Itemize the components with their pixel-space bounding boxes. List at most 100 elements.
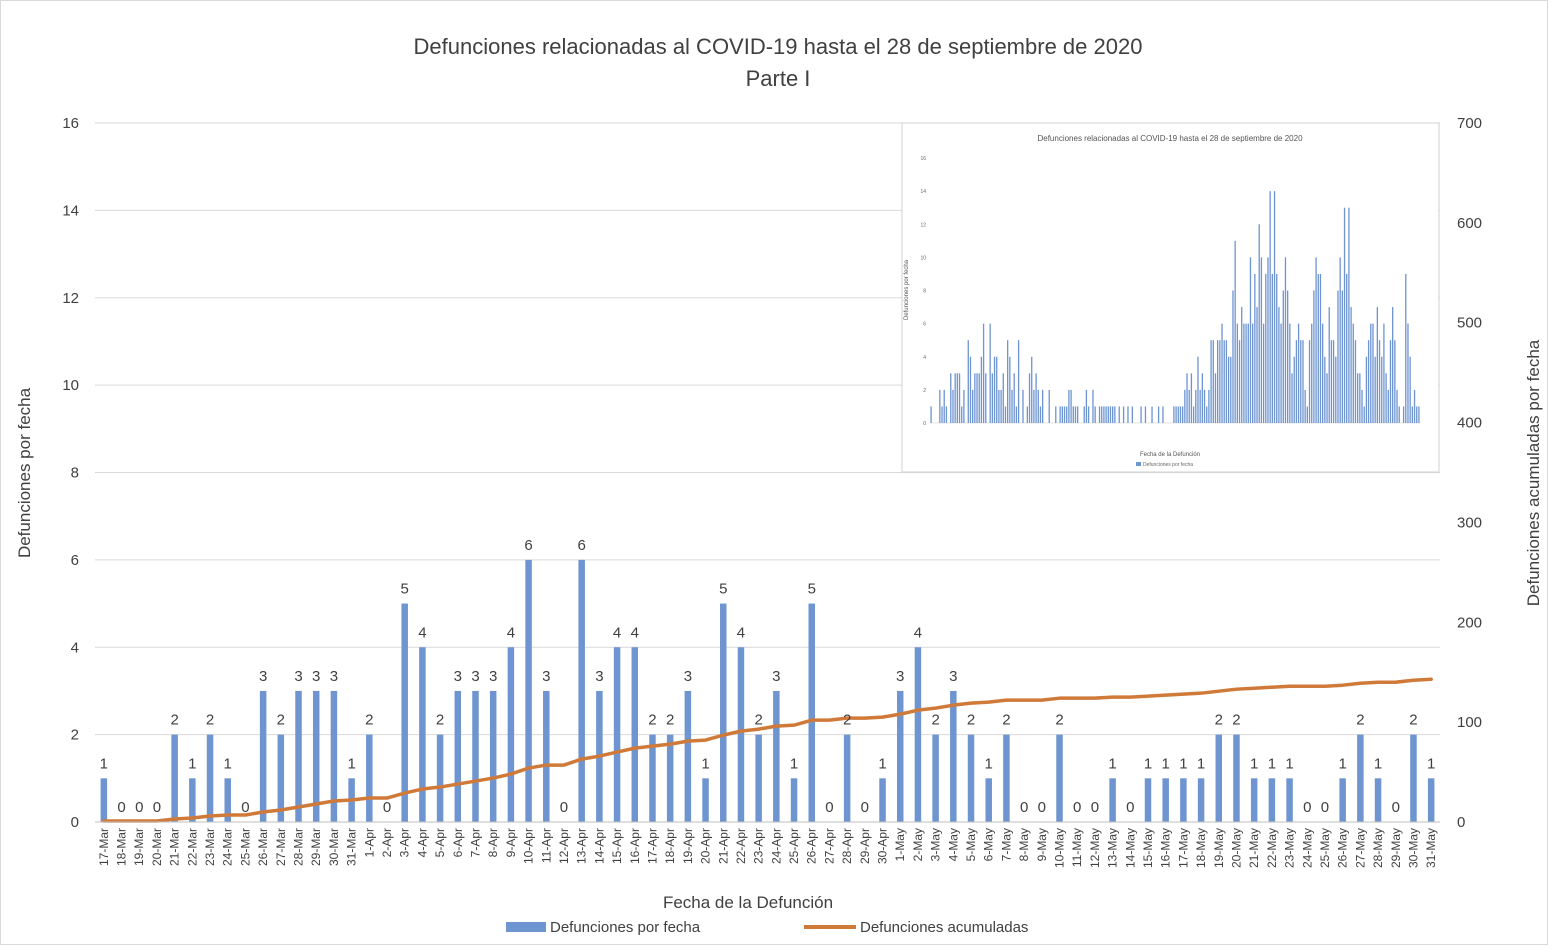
y-axis-right-label: Defunciones acumuladas por fecha	[1524, 339, 1543, 606]
inset-bar	[1085, 389, 1088, 423]
inset-bar	[1122, 406, 1125, 423]
bar	[896, 690, 904, 822]
bar	[720, 603, 727, 822]
bar-data-label: 4	[418, 624, 426, 641]
x-tick-label: 27-Apr	[822, 828, 836, 864]
x-tick-label: 15-May	[1141, 828, 1155, 868]
inset-bar	[974, 373, 976, 423]
x-tick-label: 18-Apr	[663, 828, 677, 864]
inset-bar	[1105, 406, 1107, 423]
inset-legend-label: Defunciones por fecha	[1143, 462, 1193, 468]
inset-bar	[1177, 406, 1179, 423]
x-tick-label: 27-Mar	[274, 828, 288, 866]
x-tick-label: 7-Apr	[468, 828, 482, 857]
inset-bar	[1195, 389, 1197, 423]
inset-bar	[943, 389, 945, 423]
bar	[613, 647, 621, 822]
legend-label-line: Defunciones acumuladas	[860, 919, 1028, 936]
bar-data-label: 1	[100, 755, 108, 772]
inset-bar	[1184, 389, 1186, 423]
y-tick-label: 0	[71, 814, 79, 831]
x-tick-label: 2-May	[911, 828, 925, 861]
chart-subtitle: Parte I	[746, 66, 811, 91]
bar-data-label: 0	[1126, 799, 1134, 816]
inset-bar	[1017, 340, 1020, 423]
bar-data-label: 0	[861, 799, 869, 816]
x-tick-label: 31-Mar	[345, 828, 359, 866]
inset-bar	[1297, 323, 1300, 423]
inset-bar	[1287, 290, 1289, 423]
bar	[1286, 778, 1293, 822]
inset-bar	[980, 356, 983, 423]
bar	[1233, 734, 1240, 822]
x-tick-label: 17-May	[1176, 828, 1190, 868]
x-tick-label: 19-May	[1212, 828, 1226, 868]
inset-bar	[941, 406, 943, 423]
bar-data-label: 2	[365, 712, 373, 729]
bar	[649, 734, 656, 822]
inset-bar	[1063, 406, 1066, 423]
inset-x-label: Fecha de la Defunción	[1140, 452, 1200, 458]
inset-bar	[1004, 406, 1007, 423]
inset-bar	[1267, 257, 1269, 423]
inset-bar	[1015, 406, 1018, 423]
inset-bar	[1103, 406, 1105, 423]
x-tick-label: 13-Apr	[575, 828, 589, 864]
bar	[737, 647, 745, 822]
bar-data-label: 1	[1108, 755, 1116, 772]
inset-bar	[945, 406, 948, 423]
x-tick-label: 22-Mar	[185, 828, 199, 866]
x-tick-label: 20-May	[1229, 828, 1243, 868]
x-tick-label: 31-May	[1424, 828, 1438, 868]
inset-bar	[985, 373, 987, 423]
inset-bar	[1074, 406, 1077, 423]
inset-bar	[1243, 323, 1245, 423]
inset-bar	[1389, 340, 1392, 423]
bar-data-label: 3	[772, 668, 780, 685]
inset-bar	[1367, 340, 1370, 423]
x-tick-label: 2-Apr	[380, 828, 394, 857]
inset-bar	[1374, 356, 1376, 423]
inset-bar	[1418, 406, 1420, 423]
inset-bar	[1227, 356, 1230, 423]
inset-bar	[1210, 340, 1212, 423]
bar	[1197, 778, 1205, 822]
inset-bar	[1186, 373, 1188, 423]
x-tick-label: 18-Mar	[115, 828, 129, 866]
inset-bar	[1262, 323, 1265, 423]
inset-bar	[1247, 323, 1249, 423]
inset-bar	[1203, 389, 1206, 423]
y-axis-left-label: Defunciones por fecha	[15, 387, 34, 558]
x-tick-label: 7-May	[999, 828, 1013, 861]
inset-bar	[1238, 340, 1241, 423]
bar	[277, 734, 285, 822]
bar	[790, 778, 798, 822]
inset-bar	[978, 373, 980, 423]
x-tick-label: 8-May	[1017, 828, 1031, 861]
x-tick-label: 12-Apr	[557, 828, 571, 864]
bar	[1374, 778, 1382, 822]
legend-swatch-bars	[506, 922, 546, 932]
inset-bar	[1061, 406, 1063, 423]
inset-bar	[1317, 273, 1319, 423]
bar	[1003, 734, 1010, 822]
inset-title: Defunciones relacionadas al COVID-19 has…	[1037, 134, 1303, 143]
x-tick-label: 21-May	[1247, 828, 1261, 868]
inset-bar	[1199, 389, 1201, 423]
inset-y-tick-label: 6	[923, 322, 926, 328]
bar-data-label: 2	[170, 712, 178, 729]
inset-bar	[1140, 406, 1142, 423]
inset-bar	[1035, 373, 1037, 423]
inset-bar	[1348, 207, 1350, 423]
inset-bar	[1068, 389, 1070, 423]
bar-data-label: 4	[914, 624, 922, 641]
inset-bar	[1402, 406, 1405, 423]
y-tick-label: 6	[71, 552, 79, 569]
inset-y-tick-label: 2	[923, 388, 926, 394]
x-tick-label: 28-May	[1371, 828, 1385, 868]
inset-bar	[1188, 389, 1190, 423]
inset-bar	[963, 389, 965, 423]
y-tick-label: 10	[62, 377, 79, 394]
inset-bar	[1114, 406, 1116, 423]
